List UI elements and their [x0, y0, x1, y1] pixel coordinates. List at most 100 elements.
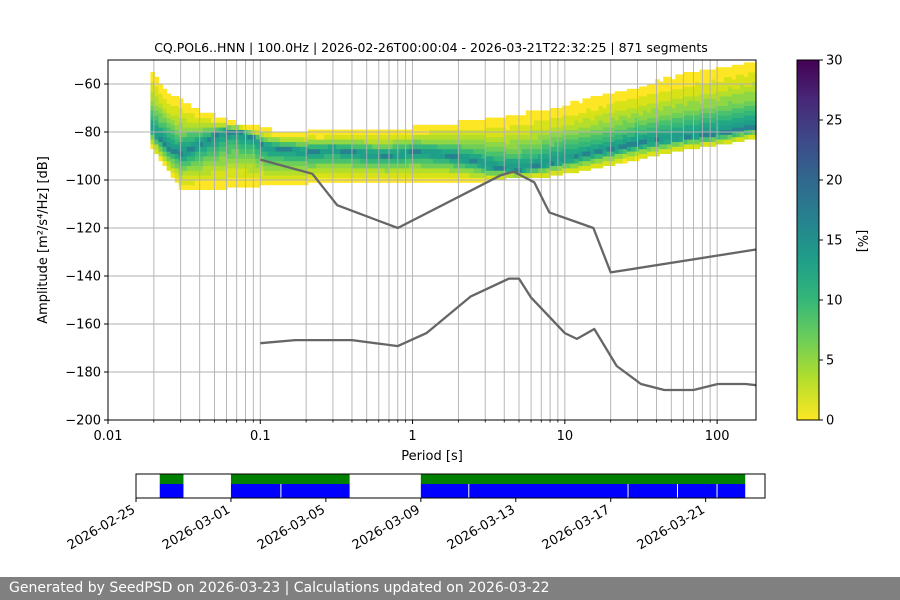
heatmap-cell	[521, 158, 527, 164]
heatmap-cell	[441, 172, 446, 178]
heatmap-cell	[247, 144, 252, 150]
heatmap-cell	[215, 122, 220, 128]
heatmap-cell	[255, 124, 261, 130]
heatmap-cell	[538, 110, 543, 116]
heatmap-cell	[739, 127, 745, 133]
heatmap-cell	[453, 148, 458, 154]
heatmap-cell	[630, 136, 636, 142]
heatmap-cell	[493, 117, 499, 123]
heatmap-cell	[642, 115, 648, 121]
heatmap-cell	[485, 117, 491, 123]
heatmap-cell	[554, 151, 559, 157]
heatmap-cell	[315, 172, 321, 178]
heatmap-cell	[699, 132, 705, 138]
heatmap-cell	[299, 146, 305, 152]
heatmap-cell	[683, 124, 688, 130]
timeline-data-segment	[230, 474, 350, 484]
heatmap-cell	[711, 93, 717, 99]
heatmap-cell	[424, 144, 430, 150]
heatmap-cell	[275, 151, 281, 157]
heatmap-cell	[465, 158, 470, 164]
heatmap-cell	[162, 122, 168, 128]
heatmap-cell	[275, 170, 281, 176]
heatmap-cell	[481, 148, 487, 154]
heatmap-cell	[384, 153, 390, 159]
heatmap-cell	[396, 163, 402, 169]
heatmap-cell	[481, 163, 487, 169]
heatmap-cell	[497, 136, 503, 142]
heatmap-cell	[186, 170, 192, 176]
heatmap-cell	[489, 160, 495, 166]
heatmap-cell	[429, 153, 434, 159]
heatmap-cell	[493, 151, 499, 157]
series-nlnm	[260, 277, 757, 392]
heatmap-cell	[259, 165, 265, 171]
heatmap-cell	[174, 153, 180, 159]
heatmap-cell	[311, 163, 317, 169]
heatmap-cell	[162, 127, 168, 133]
heatmap-cell	[743, 67, 749, 73]
heatmap-cell	[465, 134, 470, 140]
heatmap-cell	[162, 151, 168, 157]
heatmap-cell	[651, 136, 656, 142]
heatmap-cell	[424, 148, 430, 154]
heatmap-cell	[328, 163, 333, 169]
heatmap-cell	[340, 144, 345, 150]
heatmap-cell	[586, 151, 592, 157]
heatmap-cell	[570, 134, 575, 140]
heatmap-cell	[473, 163, 479, 169]
heatmap-cell	[170, 139, 176, 145]
heatmap-cell	[663, 139, 668, 145]
heatmap-cell	[473, 158, 479, 164]
heatmap-cell	[513, 148, 519, 154]
heatmap-cell	[699, 108, 705, 114]
heatmap-cell	[352, 153, 357, 159]
heatmap-cell	[651, 84, 656, 90]
heatmap-cell	[412, 153, 418, 159]
heatmap-cell	[158, 93, 164, 99]
heatmap-cell	[307, 139, 313, 145]
heatmap-cell	[533, 172, 539, 178]
heatmap-cell	[267, 175, 273, 181]
heatmap-cell	[206, 151, 212, 157]
heatmap-cell	[578, 127, 584, 133]
heatmap-cell	[211, 184, 216, 190]
heatmap-cell	[546, 148, 551, 154]
heatmap-cell	[416, 153, 422, 159]
heatmap-cell	[348, 172, 353, 178]
heatmap-cell	[695, 72, 701, 78]
heatmap-cell	[307, 144, 313, 150]
heatmap-cell	[279, 160, 285, 166]
heatmap-cell	[703, 122, 709, 128]
heatmap-cell	[457, 120, 462, 126]
heatmap-cell	[739, 79, 745, 85]
heatmap-cell	[356, 134, 361, 140]
heatmap-cell	[461, 153, 466, 159]
heatmap-cell	[521, 163, 527, 169]
heatmap-cell	[695, 139, 701, 145]
heatmap-cell	[509, 144, 515, 150]
timeline-data-segment	[159, 474, 184, 484]
heatmap-cell	[182, 175, 188, 181]
heatmap-cell	[574, 148, 579, 154]
heatmap-cell	[332, 134, 337, 140]
heatmap-cell	[485, 136, 491, 142]
heatmap-cell	[497, 165, 503, 171]
heatmap-cell	[267, 165, 273, 171]
heatmap-cell	[727, 72, 733, 78]
heatmap-cell	[263, 151, 269, 157]
heatmap-cell	[190, 141, 196, 147]
heatmap-cell	[469, 158, 475, 164]
heatmap-cell	[570, 148, 575, 154]
heatmap-cell	[735, 136, 741, 142]
heatmap-cell	[380, 139, 386, 145]
heatmap-cell	[542, 172, 547, 178]
heatmap-cell	[578, 156, 584, 162]
heatmap-cell	[715, 120, 721, 126]
heatmap-cell	[618, 91, 624, 97]
heatmap-cell	[683, 144, 688, 150]
heatmap-cell	[509, 148, 515, 154]
heatmap-cell	[190, 117, 196, 123]
heatmap-cell	[247, 124, 252, 130]
heatmap-cell	[206, 184, 212, 190]
